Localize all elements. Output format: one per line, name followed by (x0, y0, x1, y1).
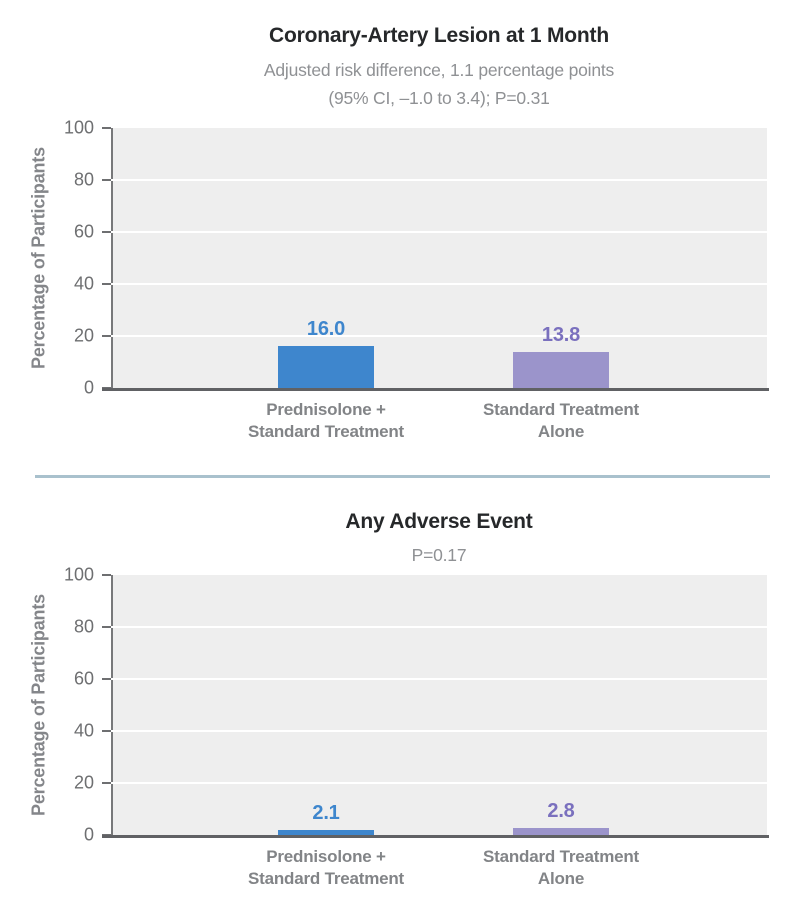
chart-subtitle-line: P=0.17 (411, 545, 467, 565)
bar-value-label: 2.1 (312, 801, 340, 824)
y-axis-tick-label: 60 (73, 221, 94, 242)
gridline (111, 231, 767, 233)
gridline (111, 179, 767, 181)
y-axis: 0 20 40 60 80 100 (0, 118, 111, 398)
plot-area: 2.1 2.8 (111, 575, 767, 835)
y-axis-tick (102, 335, 111, 337)
y-axis-spine (111, 575, 113, 835)
gridline (111, 730, 767, 732)
x-axis-category-labels: Prednisolone + Standard Treatment Standar… (111, 399, 767, 449)
bar (513, 352, 609, 388)
y-axis-tick-label: 20 (73, 772, 94, 793)
x-axis-category-label: Standard Treatment Alone (482, 847, 640, 888)
x-axis-category-label: Prednisolone + Standard Treatment (247, 400, 405, 441)
y-axis-tick-label: 100 (63, 564, 94, 585)
bar (278, 829, 374, 835)
x-axis-spine (102, 835, 769, 838)
y-axis: 0 20 40 60 80 100 (0, 565, 111, 845)
panel-divider-line (35, 475, 770, 478)
bar-value-label: 16.0 (306, 318, 346, 341)
y-axis-spine (111, 128, 113, 388)
bar (278, 346, 374, 388)
chart-subtitle: P=0.17 (61, 541, 806, 569)
x-axis-category-label: Prednisolone + Standard Treatment (247, 847, 405, 888)
y-axis-tick-label: 40 (73, 720, 94, 741)
y-axis-tick (102, 678, 111, 680)
y-axis-tick (102, 283, 111, 285)
y-axis-tick-label: 0 (83, 377, 94, 398)
gridline (111, 283, 767, 285)
y-axis-tick-label: 60 (73, 668, 94, 689)
chart-subtitle: Adjusted risk difference, 1.1 percentage… (61, 56, 806, 112)
chart-subtitle-line: (95% CI, –1.0 to 3.4); P=0.31 (328, 88, 550, 108)
gridline (111, 678, 767, 680)
y-axis-tick (102, 782, 111, 784)
y-axis-tick-label: 100 (63, 117, 94, 138)
chart-title: Coronary-Artery Lesion at 1 Month (269, 24, 609, 47)
y-axis-tick (102, 730, 111, 732)
chart-title: Any Adverse Event (345, 510, 533, 533)
x-axis-category-label: Standard Treatment Alone (482, 400, 640, 441)
chart-subtitle-line: Adjusted risk difference, 1.1 percentage… (263, 60, 615, 80)
chart-coronary-artery-lesion: Coronary-Artery Lesion at 1 Month Adjust… (0, 24, 806, 449)
x-axis-spine (102, 388, 769, 391)
y-axis-tick (102, 231, 111, 233)
y-axis-tick-label: 40 (73, 273, 94, 294)
y-axis-tick (102, 127, 111, 129)
bar-value-label: 13.8 (541, 324, 581, 347)
plot-area: 16.0 13.8 (111, 128, 767, 388)
y-axis-tick (102, 626, 111, 628)
y-axis-tick-label: 80 (73, 169, 94, 190)
y-axis-tick-label: 80 (73, 616, 94, 637)
y-axis-tick-label: 20 (73, 325, 94, 346)
x-axis-category-labels: Prednisolone + Standard Treatment Standar… (111, 846, 767, 896)
chart-any-adverse-event: Any Adverse Event P=0.17 Percentage of P… (0, 477, 806, 922)
bar (513, 827, 609, 835)
gridline (111, 626, 767, 628)
gridline (111, 335, 767, 337)
y-axis-tick (102, 574, 111, 576)
bar-value-label: 2.8 (547, 799, 575, 822)
y-axis-tick-label: 0 (83, 824, 94, 845)
y-axis-tick (102, 179, 111, 181)
gridline (111, 782, 767, 784)
